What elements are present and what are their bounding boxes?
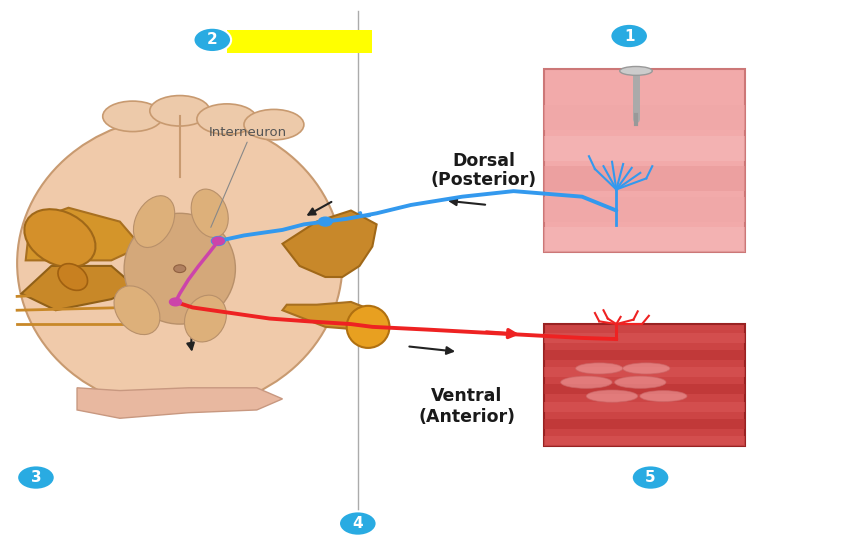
FancyBboxPatch shape [227,30,372,53]
Polygon shape [282,211,377,277]
Ellipse shape [244,109,304,140]
Circle shape [610,24,648,48]
FancyBboxPatch shape [544,166,745,191]
FancyBboxPatch shape [544,402,745,412]
Ellipse shape [197,104,257,134]
Text: (Posterior): (Posterior) [431,171,537,189]
Ellipse shape [185,295,226,342]
Text: 2: 2 [207,32,217,48]
FancyBboxPatch shape [544,324,745,446]
Circle shape [211,237,225,245]
Text: 4: 4 [353,516,363,531]
Ellipse shape [114,286,160,335]
Ellipse shape [639,391,687,402]
Circle shape [17,465,55,490]
Ellipse shape [58,264,87,290]
Circle shape [174,265,186,273]
FancyBboxPatch shape [544,136,745,161]
FancyBboxPatch shape [544,69,745,252]
Polygon shape [282,302,377,330]
Text: Ventral: Ventral [431,387,502,405]
Ellipse shape [575,363,622,374]
Ellipse shape [622,363,669,374]
Circle shape [193,28,231,52]
FancyBboxPatch shape [544,367,745,377]
FancyBboxPatch shape [544,227,745,252]
Ellipse shape [103,101,163,131]
Ellipse shape [17,116,342,410]
FancyBboxPatch shape [544,419,745,429]
Polygon shape [26,208,141,260]
Text: 3: 3 [31,470,41,485]
FancyBboxPatch shape [544,333,745,343]
FancyBboxPatch shape [544,350,745,360]
Text: Dorsal: Dorsal [452,152,515,170]
Ellipse shape [620,66,652,75]
Text: (Anterior): (Anterior) [418,408,515,425]
Ellipse shape [586,390,638,402]
FancyBboxPatch shape [544,436,745,446]
Ellipse shape [134,196,175,248]
Polygon shape [21,266,137,310]
Ellipse shape [150,95,210,126]
Text: 1: 1 [624,28,634,44]
Circle shape [169,298,181,306]
Ellipse shape [24,209,96,267]
Circle shape [318,217,332,226]
Circle shape [339,511,377,536]
Circle shape [212,237,224,245]
Circle shape [632,465,669,490]
Text: 5: 5 [645,470,656,485]
FancyBboxPatch shape [544,384,745,394]
Ellipse shape [347,306,389,348]
Ellipse shape [124,213,235,324]
FancyBboxPatch shape [544,197,745,222]
Polygon shape [77,388,282,418]
Ellipse shape [615,376,666,388]
Ellipse shape [191,189,229,238]
FancyBboxPatch shape [544,105,745,130]
Text: Interneuron: Interneuron [209,126,288,140]
Ellipse shape [561,376,612,388]
